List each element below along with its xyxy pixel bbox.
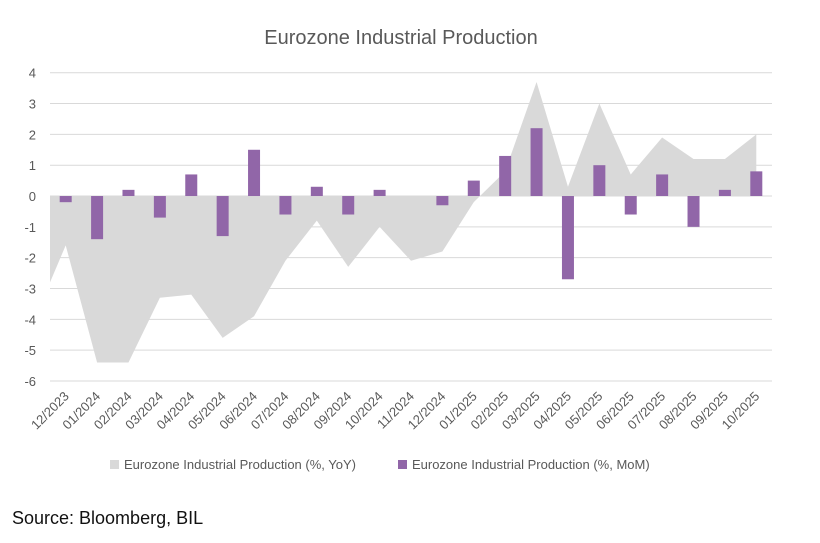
- yoy-area: [50, 81, 757, 363]
- y-axis-ticks: 4 3 2 1 0 -1 -2 -3 -4 -5 -6: [24, 66, 36, 389]
- mom-bar: [436, 196, 449, 206]
- mom-bar: [342, 196, 355, 215]
- y-tick-label: 4: [29, 66, 36, 81]
- y-tick-label: -3: [24, 282, 36, 297]
- mom-bar: [185, 174, 198, 197]
- mom-bar: [373, 189, 386, 197]
- mom-bar: [153, 196, 166, 218]
- y-tick-label: -1: [24, 220, 36, 235]
- mom-bar: [248, 149, 261, 197]
- mom-bar: [122, 189, 135, 197]
- legend-swatch-mom: [397, 460, 407, 469]
- legend-label-yoy: Eurozone Industrial Production (%, YoY): [124, 457, 356, 472]
- legend: Eurozone Industrial Production (%, YoY) …: [110, 457, 650, 472]
- y-tick-label: -5: [24, 343, 36, 358]
- legend-item-mom: Eurozone Industrial Production (%, MoM): [397, 457, 650, 472]
- legend-label-mom: Eurozone Industrial Production (%, MoM): [411, 457, 650, 472]
- mom-bar: [59, 196, 72, 203]
- mom-bar: [499, 155, 512, 197]
- y-tick-label: -4: [24, 312, 36, 327]
- y-tick-label: 1: [29, 158, 36, 173]
- mom-bar: [561, 196, 574, 280]
- y-tick-label: 2: [29, 127, 36, 142]
- mom-bar-series: [59, 128, 763, 280]
- y-tick-label: 3: [29, 97, 36, 112]
- mom-bar: [216, 196, 229, 237]
- y-tick-label: -6: [24, 374, 36, 389]
- source-note: Source: Bloomberg, BIL: [12, 508, 204, 528]
- y-tick-label: 0: [29, 189, 36, 204]
- mom-bar: [593, 165, 606, 197]
- mom-bar: [467, 180, 480, 197]
- chart-title: Eurozone Industrial Production: [264, 27, 538, 49]
- mom-bar: [279, 196, 292, 215]
- mom-bar: [530, 128, 543, 197]
- legend-item-yoy: Eurozone Industrial Production (%, YoY): [110, 457, 356, 472]
- mom-bar: [91, 196, 104, 240]
- x-axis-ticks: 12/202301/202402/202403/202404/202405/20…: [28, 389, 762, 433]
- y-tick-label: -2: [24, 251, 36, 266]
- legend-swatch-yoy: [110, 460, 119, 469]
- mom-bar: [687, 196, 700, 227]
- mom-bar: [750, 171, 763, 197]
- mom-bar: [310, 186, 323, 197]
- mom-bar: [718, 189, 731, 197]
- mom-bar: [624, 196, 637, 215]
- yoy-area-series: [50, 81, 757, 363]
- mom-bar: [656, 174, 669, 197]
